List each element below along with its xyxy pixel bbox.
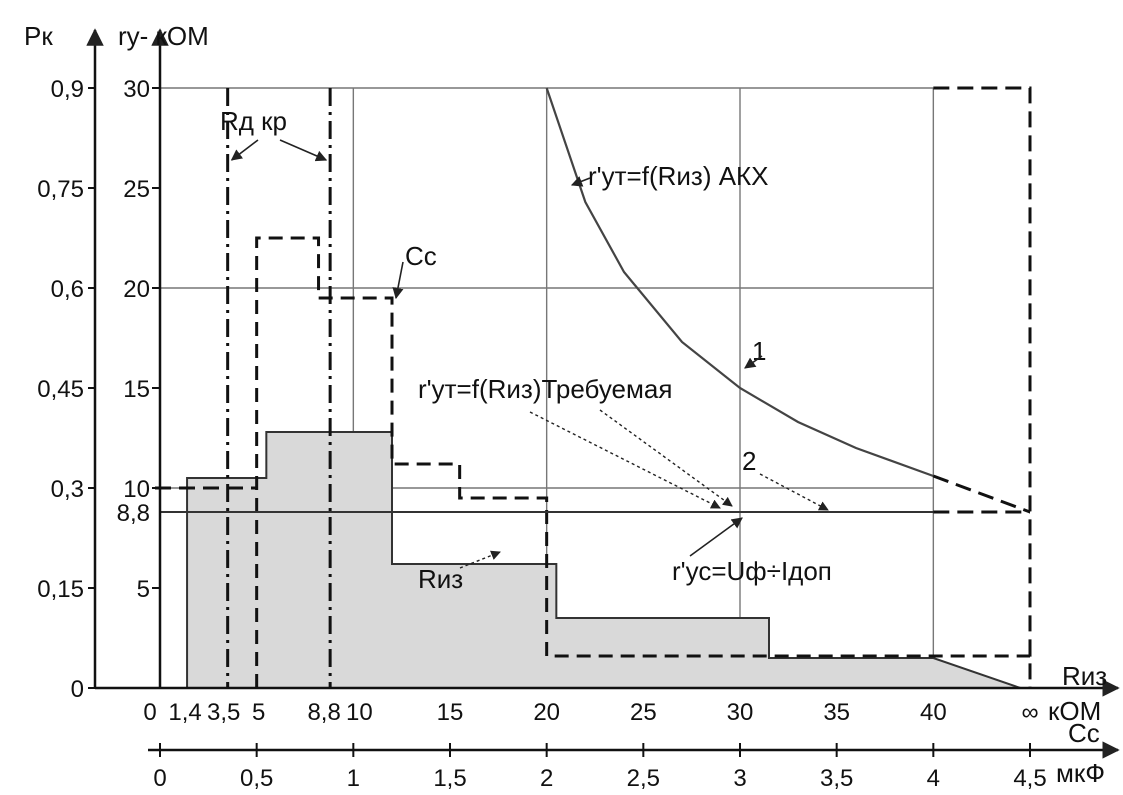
axes bbox=[86, 28, 1120, 759]
annotation-rd-kr: Rд кр bbox=[220, 106, 287, 136]
annotation-line-2-number: 2 bbox=[742, 446, 756, 476]
annotation-cc: Сс bbox=[405, 241, 437, 271]
annotation-rus: r'ус=Uф÷Iдоп bbox=[672, 556, 832, 586]
pk-tick-label: 0,45 bbox=[37, 376, 84, 403]
pk-tick-label: 0,75 bbox=[37, 176, 84, 203]
riz-tick-label: 0 bbox=[143, 699, 156, 726]
cc-tick-label: 3,5 bbox=[820, 765, 853, 792]
ry-tick-label: 20 bbox=[123, 276, 150, 303]
cc-tick-label: 2,5 bbox=[627, 765, 660, 792]
cc-tick-label: 0,5 bbox=[240, 765, 273, 792]
curve-1-extension bbox=[932, 474, 1031, 514]
pk-tick-label: 0,15 bbox=[37, 576, 84, 603]
cc-tick-label: 1 bbox=[347, 765, 360, 792]
cc-arrow bbox=[392, 261, 404, 300]
riz-tick-label: 20 bbox=[533, 699, 560, 726]
ry-tick-label: 15 bbox=[123, 376, 150, 403]
riz-arrow bbox=[459, 550, 501, 569]
required-arrow-2 bbox=[599, 409, 733, 507]
curve-1-formula-arrow bbox=[570, 176, 591, 187]
riz-tick-label: 30 bbox=[727, 699, 754, 726]
riz-tick-label: 10 bbox=[346, 699, 373, 726]
x-axis-cc-unit: мкФ bbox=[1056, 758, 1105, 788]
annotation-curve-1-formula: r'ут=f(Rиз) АКХ bbox=[588, 161, 769, 191]
cc-tick-label: 4,5 bbox=[1013, 765, 1046, 792]
rd-kr-arrow-left bbox=[230, 139, 259, 161]
ry-extra-tick-label: 8,8 bbox=[117, 500, 150, 527]
annotation-riz: Rиз bbox=[418, 564, 463, 594]
ry-tick-label: 25 bbox=[123, 176, 150, 203]
riz-series-area bbox=[186, 431, 1021, 689]
y-axis-ry-label: rу- кОМ bbox=[118, 21, 209, 51]
pk-tick-label: 0 bbox=[71, 676, 84, 703]
riz-tick-label: ∞ bbox=[1021, 699, 1038, 726]
pk-tick-label: 0,3 bbox=[51, 476, 84, 503]
cc-series-step bbox=[255, 236, 1032, 688]
cc-tick-label: 3 bbox=[733, 765, 746, 792]
top-dashed-frame bbox=[933, 86, 1032, 688]
x-axis-riz-label: Rиз bbox=[1062, 661, 1107, 691]
curve-1-akx bbox=[545, 87, 934, 478]
ry-tick-label: 5 bbox=[137, 576, 150, 603]
curve-1-number-arrow bbox=[744, 355, 763, 369]
riz-tick-label: 40 bbox=[920, 699, 947, 726]
riz-tick-label: 3,5 bbox=[207, 699, 240, 726]
cc-tick-label: 1,5 bbox=[433, 765, 466, 792]
cc-tick-label: 4 bbox=[927, 765, 940, 792]
riz-tick-label: 35 bbox=[823, 699, 850, 726]
x-axis-riz-unit: кОМ bbox=[1048, 696, 1101, 726]
annotation-required-formula: r'ут=f(Rиз)Требуемая bbox=[418, 374, 672, 404]
riz-tick-label: 15 bbox=[437, 699, 464, 726]
cc-tick-label: 0 bbox=[153, 765, 166, 792]
y-axis-pk-label: Pк bbox=[24, 21, 53, 51]
riz-tick-label: 5 bbox=[252, 699, 265, 726]
required-arrow-1 bbox=[529, 411, 721, 509]
line-2-arrow bbox=[759, 473, 829, 511]
ry-tick-label: 10 bbox=[123, 476, 150, 503]
rd-kr-arrow-right bbox=[279, 139, 328, 162]
ry-tick-label: 30 bbox=[123, 76, 150, 103]
riz-tick-label: 8,8 bbox=[307, 699, 340, 726]
pk-tick-label: 0,9 bbox=[51, 76, 84, 103]
riz-tick-label: 25 bbox=[630, 699, 657, 726]
rus-arrow bbox=[689, 517, 743, 557]
rd-kr-lines bbox=[226, 88, 332, 688]
pk-tick-label: 0,6 bbox=[51, 276, 84, 303]
cc-tick-label: 2 bbox=[540, 765, 553, 792]
x-axis-cc-label: Сс bbox=[1068, 718, 1100, 748]
riz-tick-label: 1,4 bbox=[168, 699, 201, 726]
